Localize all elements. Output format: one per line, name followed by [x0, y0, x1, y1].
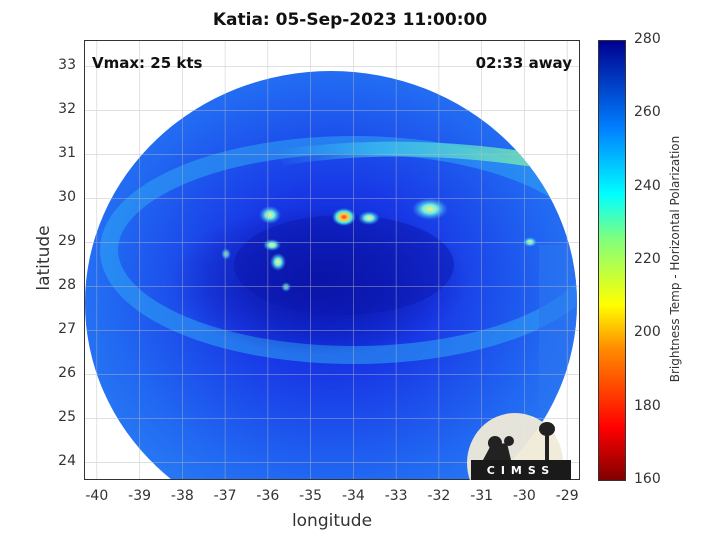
x-tick-label: -40: [85, 488, 109, 504]
cimss-logo: CIMSS: [467, 413, 571, 480]
hot-spot: [221, 248, 231, 260]
hot-spot: [358, 211, 380, 225]
figure-title: Katia: 05-Sep-2023 11:00:00: [212, 10, 488, 30]
colorbar-tick-label: 240: [634, 177, 661, 194]
colorbar-title: Brightness Temp - Horizontal Polarizatio…: [668, 135, 682, 383]
map-plot-area: CIMSS: [84, 40, 580, 480]
hot-spot: [263, 239, 281, 251]
vmax-label: Vmax: 25 kts: [92, 54, 203, 72]
x-tick-label: -37: [213, 488, 237, 504]
y-tick-label: 32: [58, 101, 76, 118]
colorbar-tick-label: 220: [634, 251, 661, 267]
y-tick-label: 25: [58, 409, 76, 426]
x-tick-label: -32: [427, 488, 451, 504]
x-axis-title: longitude: [291, 511, 373, 531]
hot-spot: [412, 198, 448, 220]
y-tick-label: 30: [58, 189, 76, 206]
colorbar-tick-label: 280: [634, 31, 661, 47]
x-tick-label: -39: [128, 488, 152, 504]
y-tick-label: 24: [58, 453, 76, 470]
x-tick-label: -33: [384, 488, 408, 504]
colorbar-tick-label: 260: [634, 104, 661, 121]
y-tick-label: 29: [58, 233, 76, 250]
colorbar: [598, 40, 626, 481]
hot-spot: [270, 253, 286, 271]
x-tick-label: -29: [555, 488, 579, 504]
y-tick-label: 26: [58, 365, 76, 382]
x-tick-label: -30: [512, 488, 536, 504]
logo-text: CIMSS: [487, 464, 555, 477]
colorbar-tick-label: 160: [634, 471, 661, 487]
hot-spot: [259, 206, 281, 224]
hot-spot: [281, 282, 291, 292]
x-tick-label: -34: [341, 488, 365, 504]
y-tick-label: 28: [58, 277, 76, 294]
x-tick-label: -35: [299, 488, 323, 504]
x-tick-label: -36: [256, 488, 280, 504]
colorbar-tick-label: 180: [634, 397, 661, 414]
y-axis-title: latitude: [34, 225, 54, 291]
x-tick-label: -38: [170, 488, 194, 504]
hot-spot: [523, 237, 537, 247]
colorbar-tick-label: 200: [634, 324, 661, 341]
y-tick-label: 33: [58, 57, 76, 74]
grid-lines: [84, 40, 580, 480]
time-away-label: 02:33 away: [475, 54, 572, 72]
hot-spot: [332, 208, 356, 226]
y-tick-label: 31: [58, 145, 76, 162]
x-tick-label: -31: [470, 488, 494, 504]
y-tick-label: 27: [58, 321, 76, 338]
